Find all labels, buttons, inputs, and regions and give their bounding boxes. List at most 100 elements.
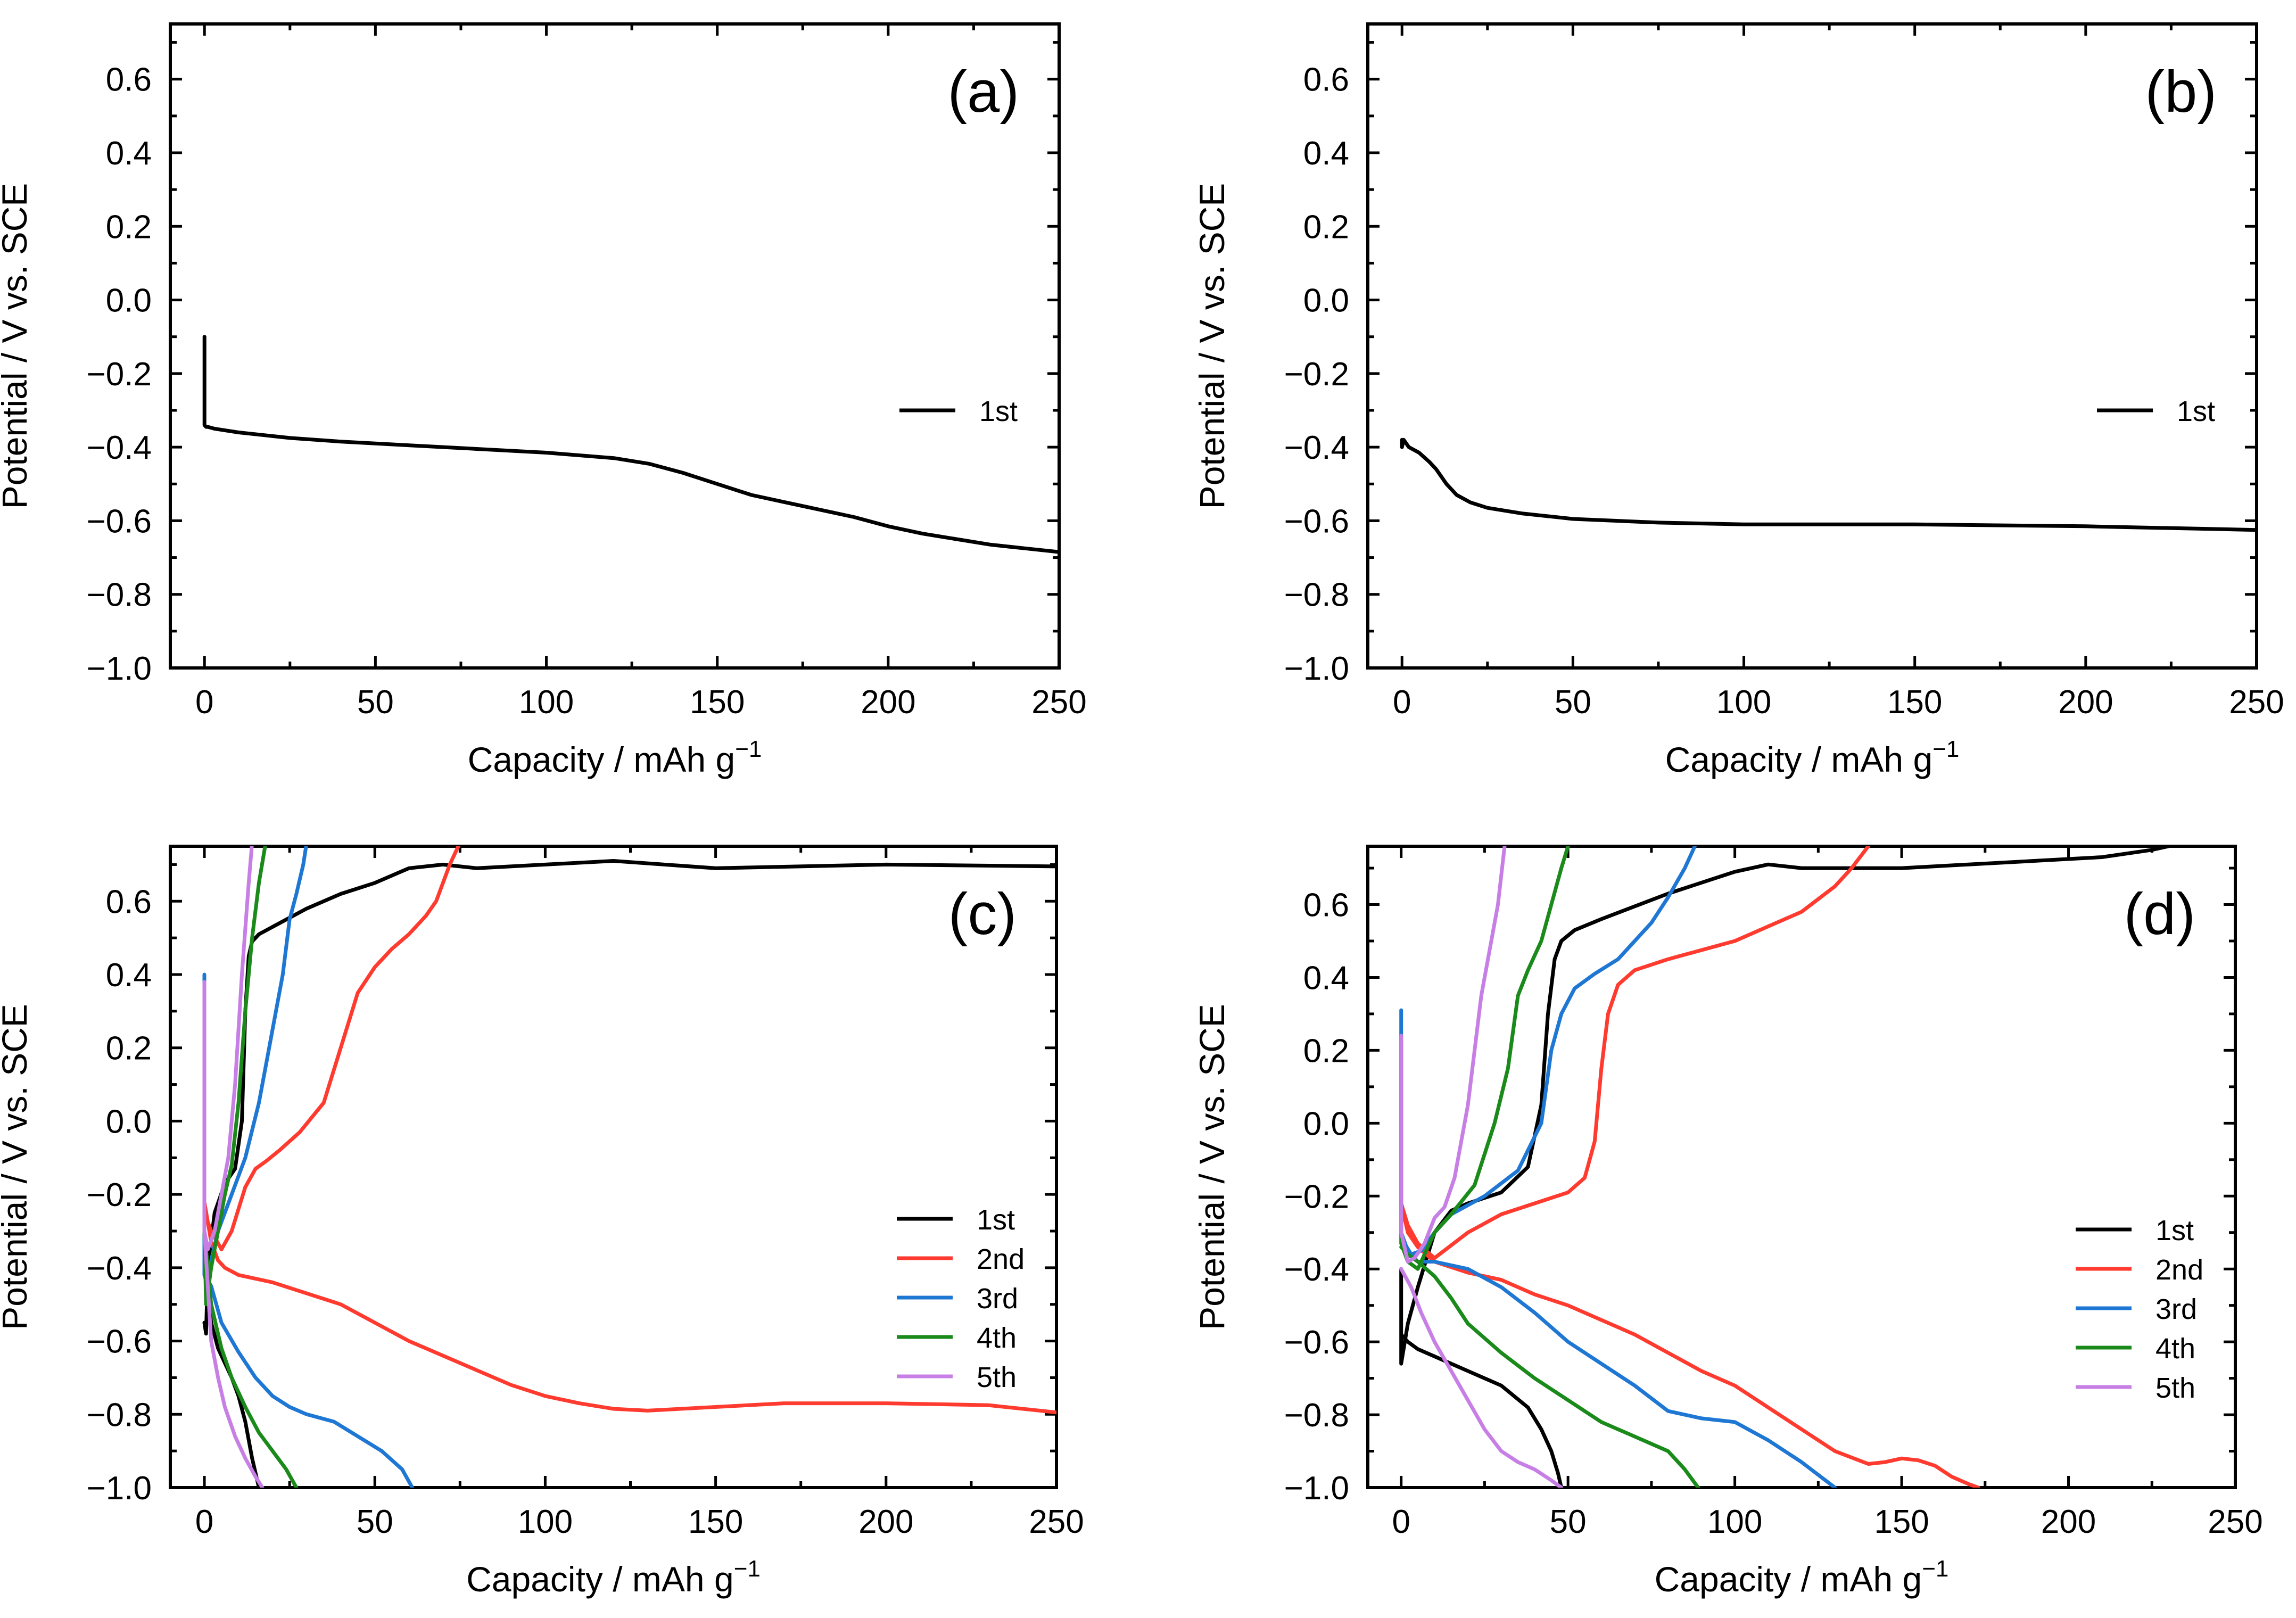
chart-panel-d: −1.0 −0.8 −0.6 −0.4 −0.2 0.0 0.2 0.4 0.6 0 50 100 15… (1192, 845, 2263, 1599)
x-tick-label-a: 100 (519, 684, 574, 721)
series-group-c (202, 846, 1056, 1488)
y-tick-label-b: −1.0 (1284, 650, 1349, 687)
x-axis-title-superscript-a: −1 (735, 736, 762, 762)
y-tick-label-c: −0.8 (87, 1397, 152, 1433)
y-tick-label-a: −0.8 (87, 577, 152, 614)
y-axis-title-b: Potential / V vs. SCE (1192, 183, 1232, 509)
x-tick-label-d: 100 (1707, 1504, 1762, 1540)
x-tick-label-a: 0 (195, 684, 213, 721)
plot-frame-d (1366, 845, 2237, 1489)
x-tick-label-a: 50 (357, 684, 394, 721)
y-tick-label-c: 0.2 (106, 1030, 152, 1067)
series-line-c-5th (202, 846, 265, 1488)
legend-label-c-4th: 4th (977, 1322, 1017, 1354)
series-group-d (1399, 846, 2171, 1488)
y-tick-label-b: 0.6 (1303, 62, 1349, 98)
x-tick-label-b: 100 (1716, 684, 1771, 721)
y-tick-label-d: −0.2 (1284, 1178, 1349, 1215)
legend-label-d-5th: 5th (2155, 1372, 2195, 1404)
y-tick-label-c: 0.0 (106, 1103, 152, 1140)
x-tick-label-d: 150 (1874, 1504, 1929, 1540)
y-tick-label-d: −0.8 (1284, 1397, 1349, 1434)
y-tick-label-d: −0.4 (1284, 1251, 1349, 1288)
legend-label-b-1st: 1st (2177, 395, 2215, 427)
y-tick-label-a: −0.2 (87, 356, 152, 393)
plot-frame-c (169, 845, 1058, 1489)
y-axis-title-a: Potential / V vs. SCE (0, 183, 34, 509)
y-tick-label-b: 0.4 (1303, 135, 1349, 172)
y-tick-label-d: −1.0 (1284, 1470, 1349, 1507)
x-tick-label-b: 250 (2229, 684, 2284, 721)
x-tick-label-c: 200 (858, 1504, 913, 1540)
x-axis-title-superscript-d: −1 (1922, 1556, 1948, 1582)
x-tick-label-c: 100 (518, 1504, 573, 1540)
x-tick-label-b: 50 (1555, 684, 1591, 721)
x-tick-label-c: 250 (1029, 1504, 1084, 1540)
y-tick-label-a: −1.0 (87, 650, 152, 687)
series-line-d-2nd (1399, 846, 1980, 1488)
chart-panel-a: −1.0 −0.8 −0.6 −0.4 −0.2 0.0 0.2 0.4 0.6 0 50 100 15… (0, 22, 1087, 779)
legend-label-d-2nd: 2nd (2155, 1254, 2203, 1286)
plot-frame-b (1366, 22, 2258, 670)
y-axis-title-d: Potential / V vs. SCE (1192, 1004, 1232, 1330)
legend-label-a-1st: 1st (979, 395, 1018, 427)
legend-label-d-4th: 4th (2155, 1333, 2195, 1365)
x-axis-title-c: Capacity / mAh g−1 (466, 1556, 761, 1599)
y-tick-label-b: 0.0 (1303, 283, 1349, 319)
x-axis-title-b: Capacity / mAh g−1 (1665, 736, 1960, 779)
y-tick-label-c: 0.4 (106, 957, 152, 994)
series-line-c-2nd (202, 846, 1056, 1415)
y-axis-title-c: Potential / V vs. SCE (0, 1004, 34, 1330)
plot-frame-a (169, 22, 1061, 670)
legend-label-d-3rd: 3rd (2155, 1293, 2197, 1325)
y-tick-label-a: 0.0 (106, 283, 152, 319)
chart-panel-c: −1.0 −0.8 −0.6 −0.4 −0.2 0.0 0.2 0.4 0.6 0 50 100 15… (0, 845, 1084, 1599)
y-tick-label-a: 0.2 (106, 209, 152, 245)
legend-label-c-5th: 5th (977, 1361, 1017, 1393)
series-line-c-4th (202, 846, 299, 1488)
y-tick-label-c: 0.6 (106, 884, 152, 920)
series-line-b-1st (1400, 437, 2257, 532)
series-line-a-1st (202, 335, 1059, 554)
x-tick-label-d: 250 (2208, 1504, 2262, 1540)
y-tick-label-a: 0.6 (106, 62, 152, 98)
y-tick-label-d: −0.6 (1284, 1324, 1349, 1361)
y-tick-label-b: 0.2 (1303, 209, 1349, 245)
y-tick-label-a: −0.6 (87, 503, 152, 540)
y-tick-label-c: −0.6 (87, 1324, 152, 1360)
x-tick-label-a: 250 (1031, 684, 1086, 721)
y-tick-label-b: −0.2 (1284, 356, 1349, 393)
legend-label-c-2nd: 2nd (977, 1243, 1025, 1275)
x-axis-title-superscript-c: −1 (734, 1556, 761, 1582)
legend-label-c-1st: 1st (977, 1204, 1015, 1236)
x-tick-label-c: 0 (195, 1504, 213, 1540)
x-tick-label-b: 0 (1393, 684, 1411, 721)
x-tick-label-b: 200 (2058, 684, 2113, 721)
y-tick-label-d: 0.4 (1303, 960, 1349, 996)
y-tick-label-a: 0.4 (106, 135, 152, 172)
y-tick-label-b: −0.8 (1284, 577, 1349, 614)
x-tick-label-a: 150 (690, 684, 745, 721)
series-line-d-4th (1399, 846, 1700, 1488)
x-axis-title-a: Capacity / mAh g−1 (468, 736, 762, 779)
legend-label-d-1st: 1st (2155, 1215, 2194, 1246)
panel-label-b: (b) (2145, 59, 2217, 125)
y-tick-label-b: −0.6 (1284, 503, 1349, 540)
x-tick-label-c: 50 (357, 1504, 393, 1540)
panel-label-a: (a) (948, 59, 1019, 125)
series-line-d-3rd (1399, 846, 1837, 1488)
x-tick-label-c: 150 (688, 1504, 743, 1540)
panel-label-c: (c) (948, 881, 1017, 947)
x-tick-label-d: 0 (1392, 1504, 1410, 1540)
y-tick-label-c: −0.2 (87, 1177, 152, 1214)
x-axis-title-superscript-b: −1 (1932, 736, 1959, 762)
series-line-c-1st (202, 859, 1056, 1488)
y-tick-label-b: −0.4 (1284, 430, 1349, 466)
y-tick-label-d: 0.6 (1303, 887, 1349, 924)
x-tick-label-d: 50 (1550, 1504, 1587, 1540)
series-line-d-1st (1399, 846, 2171, 1488)
legend-label-c-3rd: 3rd (977, 1283, 1018, 1315)
y-tick-label-d: 0.2 (1303, 1033, 1349, 1069)
y-tick-label-a: −0.4 (87, 430, 152, 466)
